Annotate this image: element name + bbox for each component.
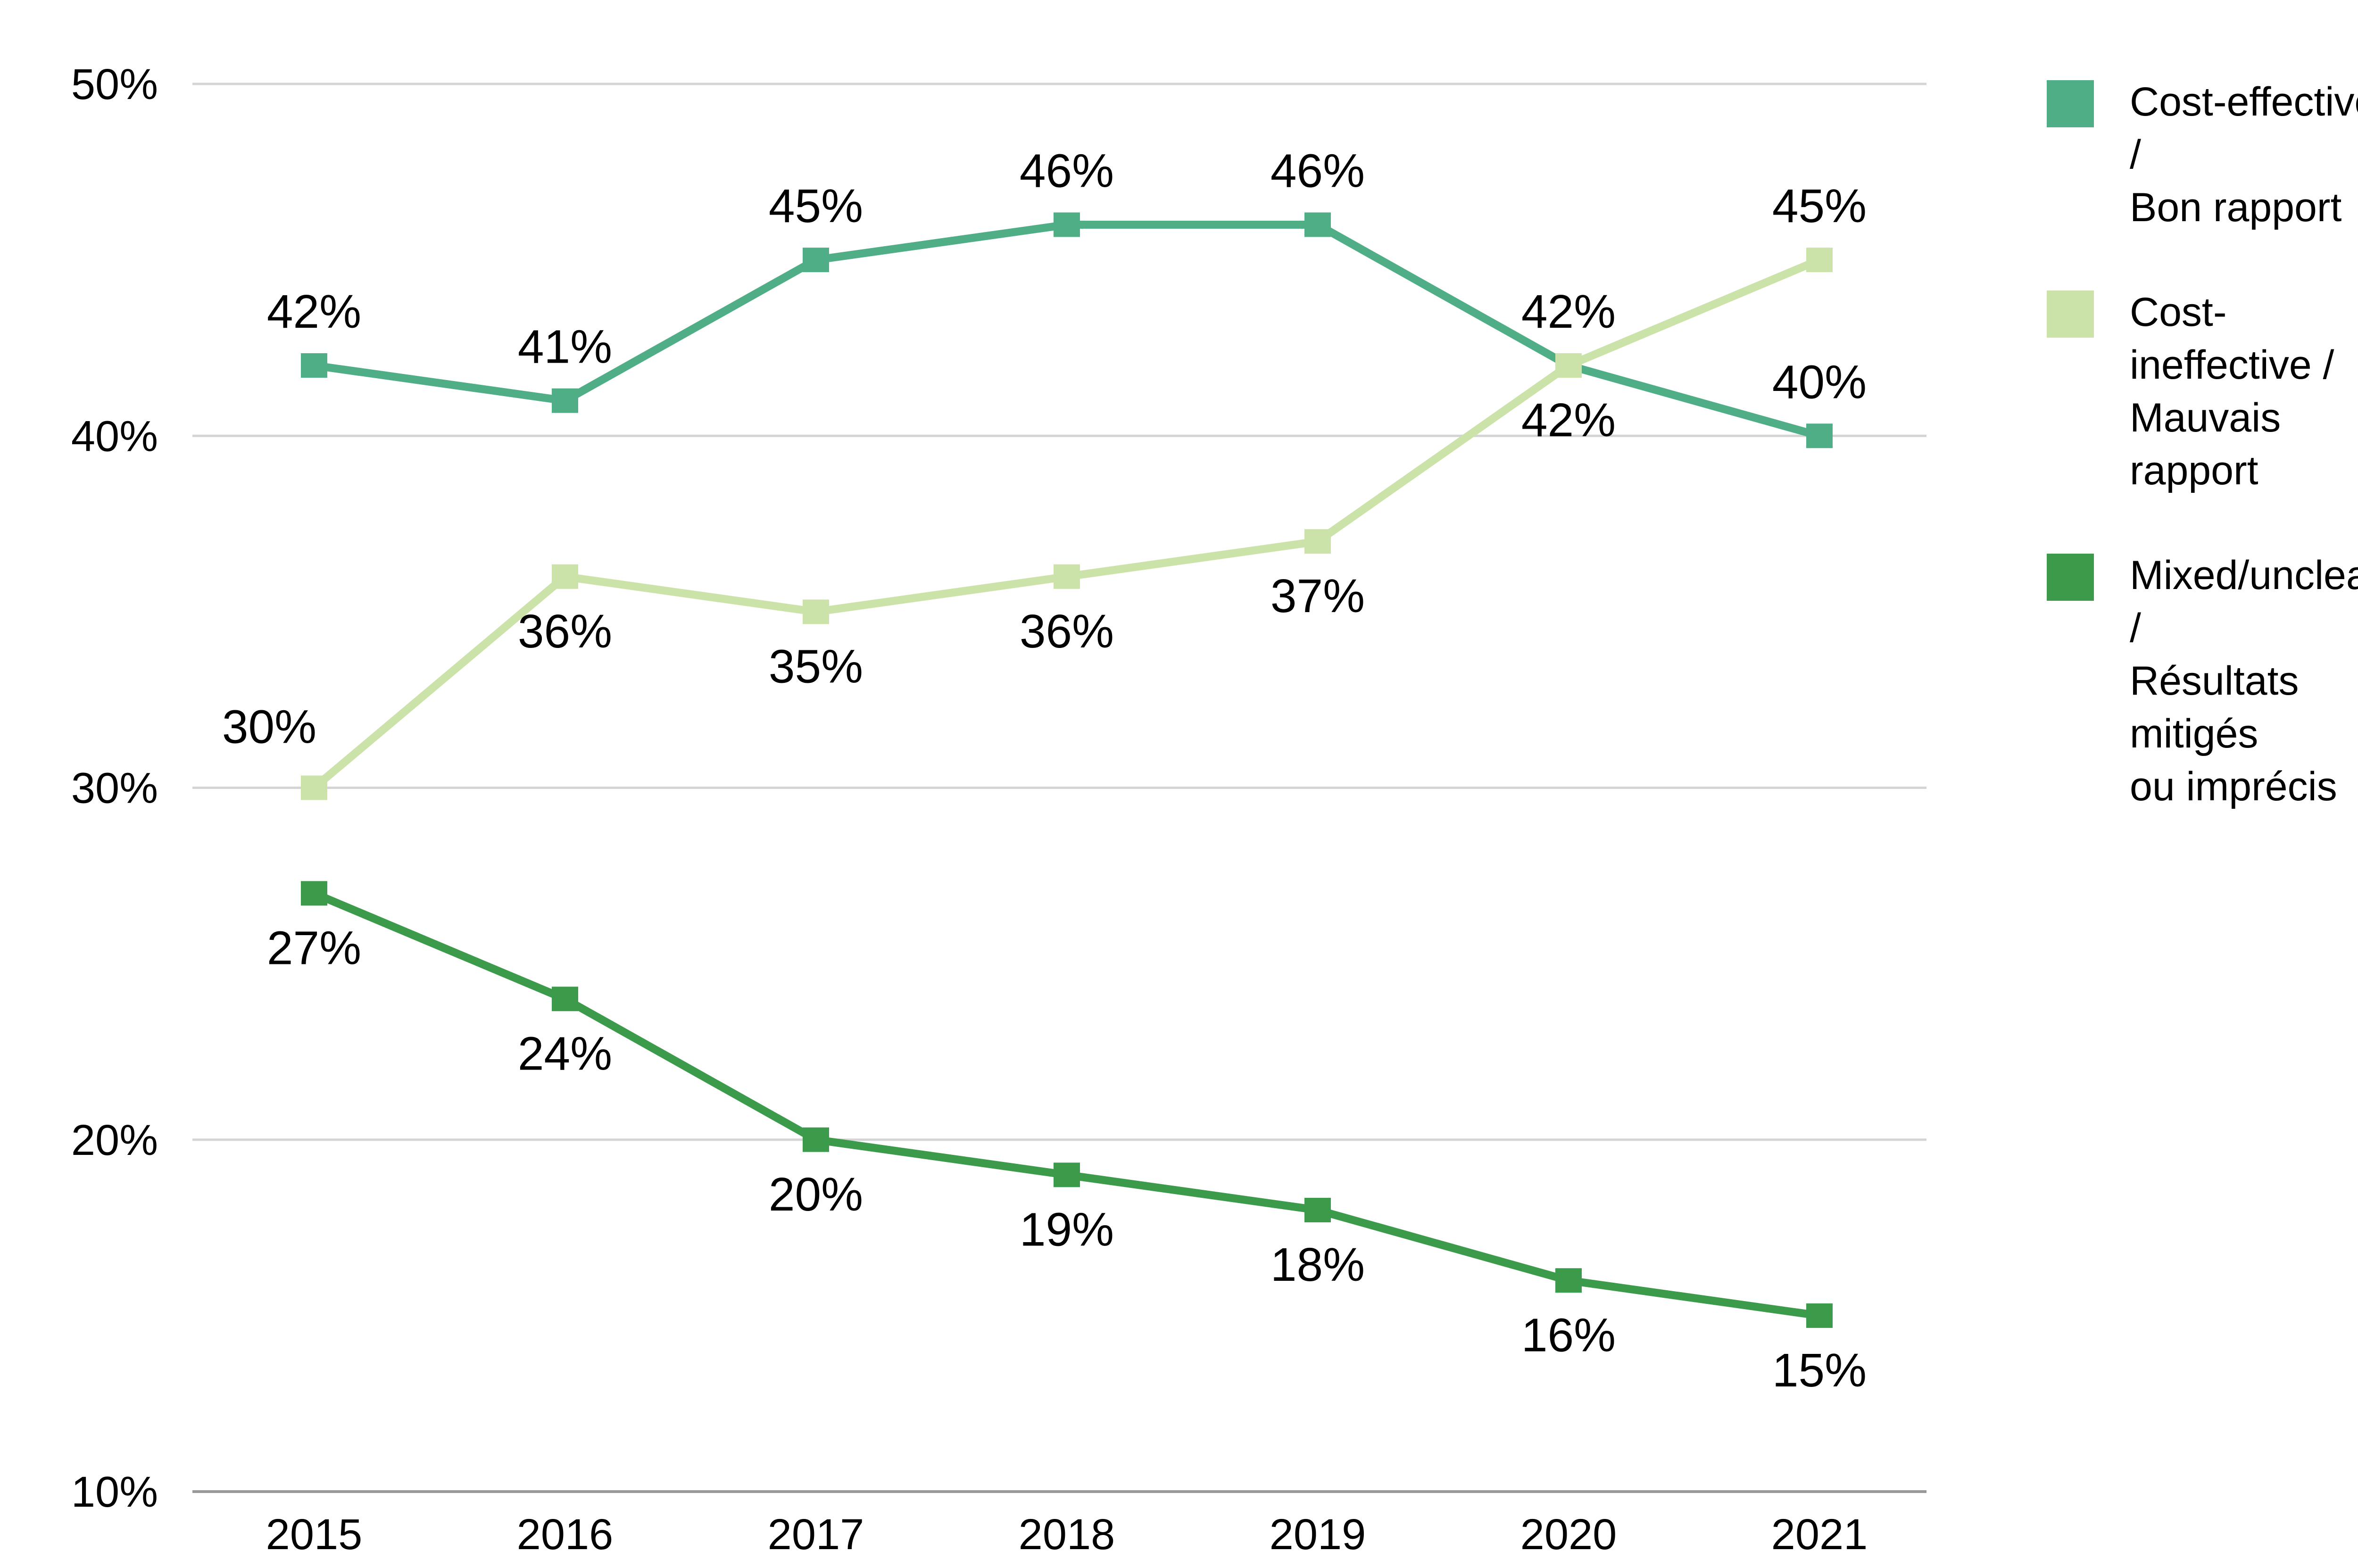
data-point-marker <box>1054 212 1080 237</box>
data-point-marker <box>803 599 829 624</box>
data-label: 46% <box>1020 145 1114 198</box>
legend: Cost-effective / Bon rapport Cost-ineffe… <box>2047 75 2358 865</box>
y-tick-label: 40% <box>71 412 158 460</box>
legend-label: Mixed/unclear / Résultats mitigés ou imp… <box>2130 553 2358 809</box>
data-point-marker <box>803 248 829 273</box>
data-point-marker <box>552 987 578 1012</box>
y-tick-label: 10% <box>71 1468 158 1516</box>
x-tick-label: 2019 <box>1270 1510 1366 1559</box>
data-label: 36% <box>518 605 612 658</box>
y-axis-ticks: 10% 20% 30% 40% 50% <box>71 60 158 1516</box>
data-point-marker <box>1304 529 1331 554</box>
data-labels: 42% 41% 45% 46% 46% 42% 40% 30% 36% 35% 36% 37% 42% 4… <box>222 145 1867 1397</box>
x-tick-label: 2020 <box>1520 1510 1617 1559</box>
data-point-marker <box>1054 564 1080 589</box>
data-label: 42% <box>267 285 361 338</box>
y-tick-label: 30% <box>71 764 158 813</box>
data-label: 42% <box>1521 285 1616 338</box>
data-point-marker <box>1806 1303 1833 1328</box>
legend-item-cost-ineffective: Cost-ineffective / Mauvais rapport <box>2047 286 2358 497</box>
legend-label: Cost-effective / Bon rapport <box>2130 79 2358 230</box>
data-point-marker <box>301 881 327 906</box>
x-tick-label: 2016 <box>517 1510 614 1559</box>
data-label: 41% <box>518 321 612 373</box>
y-tick-label: 50% <box>71 60 158 108</box>
x-tick-label: 2021 <box>1771 1510 1868 1559</box>
x-axis-ticks: 2015 2016 2017 2018 2019 2020 2021 <box>266 1510 1868 1559</box>
data-label: 19% <box>1020 1203 1114 1256</box>
data-point-marker <box>1304 1198 1331 1222</box>
data-point-marker <box>552 388 578 413</box>
legend-swatch-icon <box>2047 554 2094 601</box>
data-label: 30% <box>222 701 316 754</box>
data-label: 35% <box>769 640 863 693</box>
x-tick-label: 2017 <box>768 1510 864 1559</box>
data-point-marker <box>1555 1268 1582 1293</box>
data-label: 36% <box>1020 605 1114 658</box>
data-point-marker <box>1054 1162 1080 1187</box>
data-label: 46% <box>1270 145 1365 198</box>
data-label: 24% <box>518 1027 612 1080</box>
data-label: 20% <box>769 1168 863 1221</box>
data-point-marker <box>1806 423 1833 448</box>
data-label: 42% <box>1521 394 1616 447</box>
data-point-marker <box>301 353 327 378</box>
x-tick-label: 2018 <box>1019 1510 1115 1559</box>
y-tick-label: 20% <box>71 1116 158 1164</box>
series-lines <box>311 221 1821 1320</box>
data-point-marker <box>1806 248 1833 273</box>
data-label: 45% <box>1772 180 1867 232</box>
data-label: 18% <box>1270 1238 1365 1291</box>
legend-item-cost-effective: Cost-effective / Bon rapport <box>2047 75 2358 234</box>
legend-swatch-icon <box>2047 290 2094 338</box>
data-label: 15% <box>1772 1344 1867 1397</box>
data-point-marker <box>1555 353 1582 378</box>
legend-item-mixed-unclear: Mixed/unclear / Résultats mitigés ou imp… <box>2047 549 2358 813</box>
data-label: 45% <box>769 180 863 232</box>
gridlines <box>192 83 1926 1493</box>
legend-label: Cost-ineffective / Mauvais rapport <box>2130 290 2334 493</box>
series-markers <box>301 212 1833 1328</box>
data-point-marker <box>803 1127 829 1152</box>
data-point-marker <box>552 564 578 589</box>
x-tick-label: 2015 <box>266 1510 363 1559</box>
data-label: 40% <box>1772 356 1867 408</box>
data-label: 27% <box>267 921 361 974</box>
data-point-marker <box>1304 212 1331 237</box>
data-label: 16% <box>1521 1309 1616 1361</box>
data-point-marker <box>301 775 327 800</box>
legend-swatch-icon <box>2047 80 2094 127</box>
data-label: 37% <box>1270 570 1365 622</box>
